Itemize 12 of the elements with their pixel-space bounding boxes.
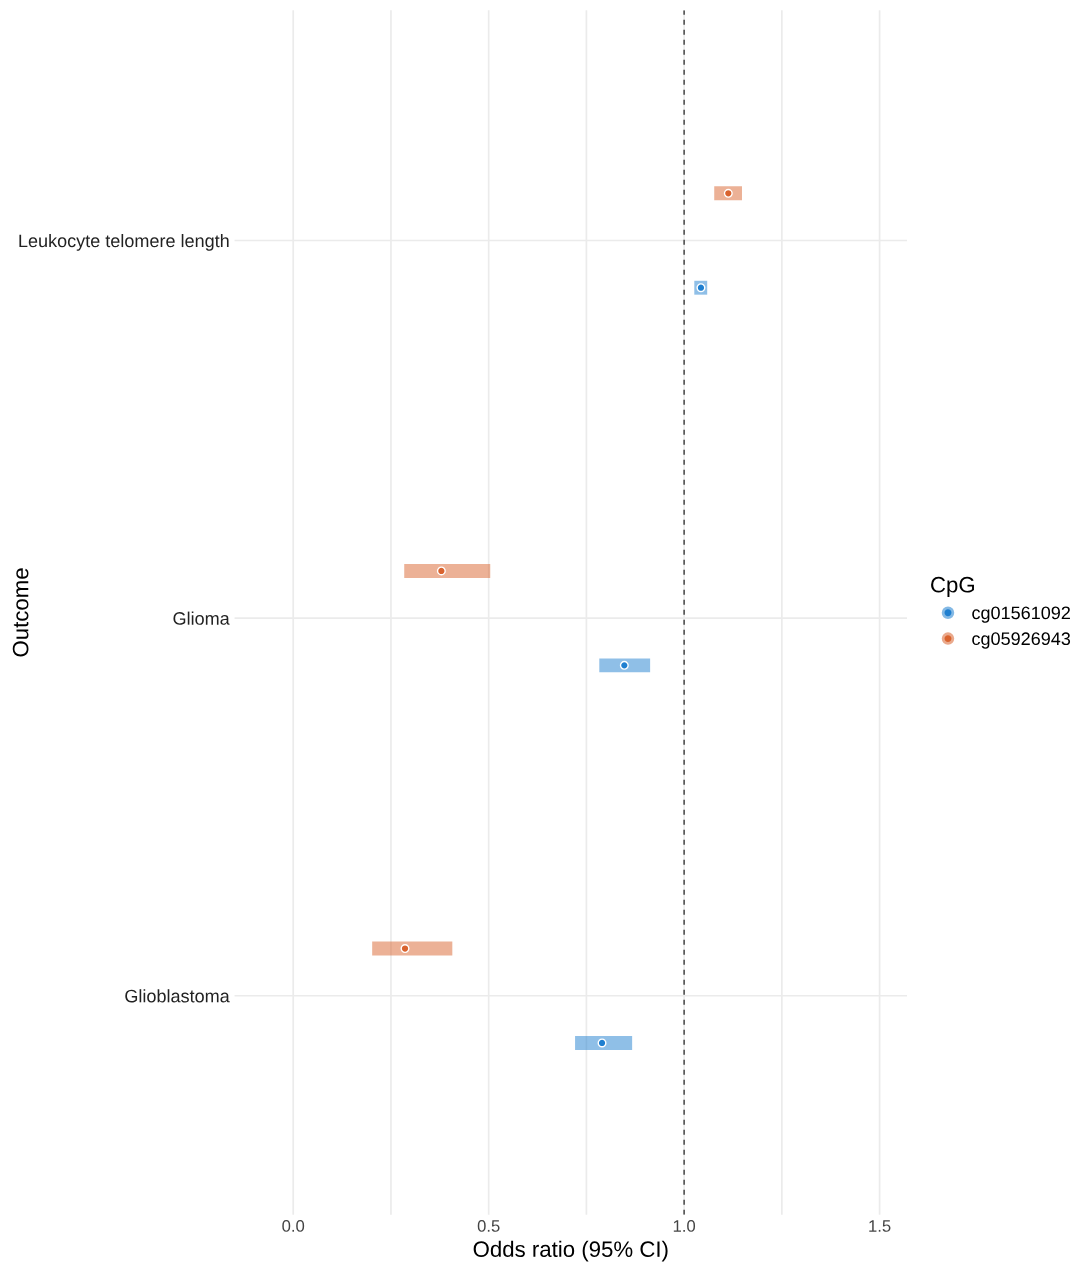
x-tick-label: 0.0 (282, 1220, 305, 1232)
x-tick-label: 0.5 (477, 1220, 500, 1232)
y-tick-label: Glioblastoma (125, 989, 230, 1003)
legend-label: cg05926943 (972, 632, 1071, 649)
x-tick-label: 1.5 (869, 1220, 891, 1232)
legend-title: CpG (931, 576, 974, 597)
y-tick-label: Glioma (173, 611, 230, 625)
y-tick-label: Leukocyte telomere length (19, 233, 229, 251)
x-tick-label: 1.0 (673, 1220, 696, 1232)
y-axis-title: Outcome (12, 568, 29, 657)
legend-label: cg01561092 (972, 606, 1070, 623)
x-axis-title: Odds ratio (95% CI) (473, 1240, 668, 1262)
